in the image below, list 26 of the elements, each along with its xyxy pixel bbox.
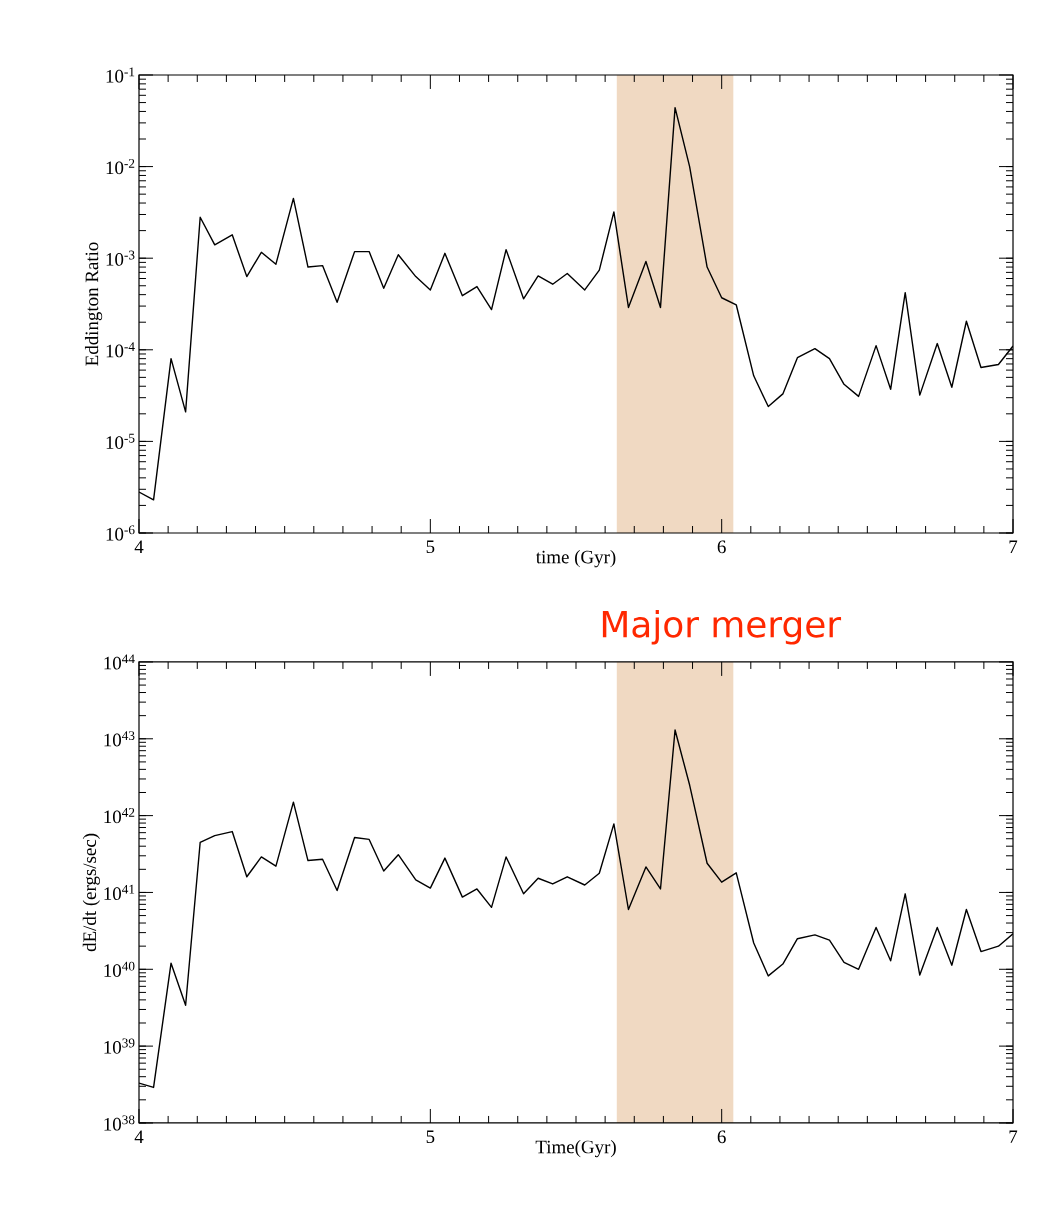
y-tick-label: 10$^{-1}$ [106, 67, 135, 83]
y-tick-label: 10$^{38}$ [104, 1115, 135, 1131]
x-tick-label: 7 [1009, 540, 1018, 553]
y-tick-label: 10$^{-2}$ [106, 159, 135, 175]
y-tick-label: 10$^{-5}$ [106, 433, 135, 449]
y-tick-label: 10$^{-6}$ [106, 525, 135, 541]
y-tick-label: 10$^{43}$ [104, 731, 135, 747]
text: Major merger [602, 609, 842, 645]
y-tick-label: 10$^{42}$ [104, 808, 135, 824]
y-tick-label: 10$^{-4}$ [106, 342, 135, 358]
x-tick-label: 4 [134, 540, 144, 553]
y-tick-label: 10$^{41}$ [104, 884, 135, 901]
y-axis-title: dE/dt (ergs/sec) [82, 833, 100, 952]
y-tick-label: 10$^{40}$ [104, 961, 135, 977]
y-tick-label: 10$^{39}$ [104, 1038, 135, 1054]
x-tick-label: 5 [426, 540, 435, 554]
x-axis-title: Time(Gyr) [535, 1140, 616, 1158]
y-axis-title: Eddington Ratio [84, 242, 103, 366]
y-tick-label: 10$^{44}$ [104, 654, 135, 670]
x-tick-label: 4 [134, 1130, 144, 1143]
x-axis-title: time (Gyr) [535, 550, 616, 568]
x-tick-label: 6 [717, 1130, 726, 1144]
x-tick-label: 5 [426, 1130, 435, 1144]
x-tick-label: 6 [717, 540, 726, 554]
x-tick-label: 7 [1009, 1130, 1018, 1143]
y-tick-label: 10$^{-3}$ [106, 250, 135, 266]
